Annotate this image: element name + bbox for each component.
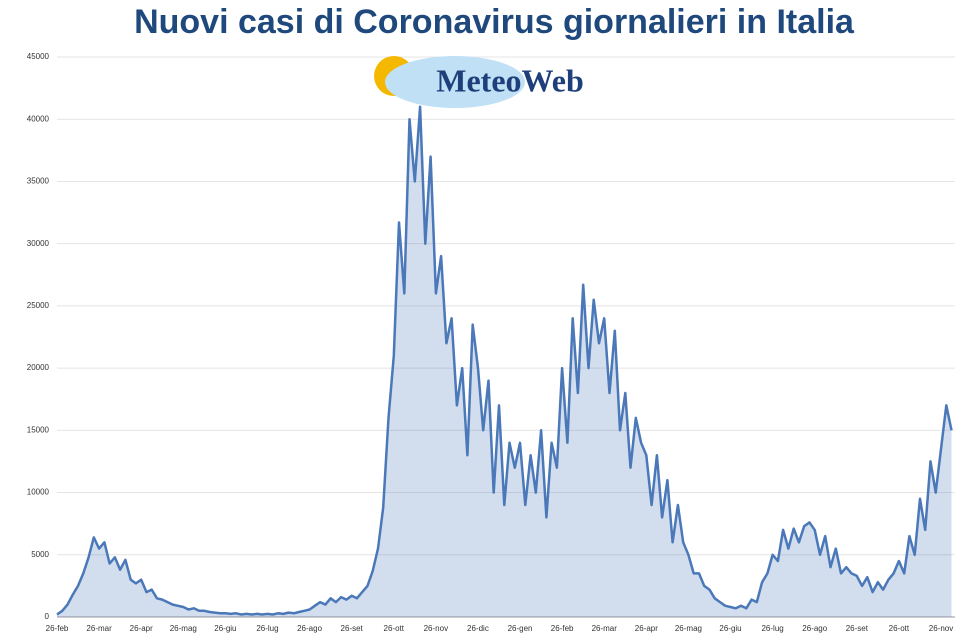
y-tick-label: 5000 <box>31 550 49 559</box>
y-tick-label: 0 <box>45 612 50 621</box>
x-tick-label: 26-lug <box>761 624 783 633</box>
cloud <box>385 56 525 108</box>
plot-area: 0 5000 10000 15000 20000 25000 30000 35000 40000… <box>27 52 955 633</box>
x-tick-label: 26-apr <box>635 624 658 633</box>
y-tick-label: 35000 <box>27 177 50 186</box>
x-tick-label: 26-giu <box>214 624 236 633</box>
x-tick-label: 26-mar <box>592 624 618 633</box>
x-tick-label: 26-set <box>846 624 869 633</box>
y-tick-label: 30000 <box>27 239 50 248</box>
area <box>57 106 952 618</box>
logo-text: MeteoWeb <box>436 62 584 98</box>
x-tick-label: 26-ott <box>384 624 405 633</box>
x-tick-label: 26-set <box>341 624 364 633</box>
x-tick-label: 26-feb <box>551 624 574 633</box>
x-tick-label: 26-dic <box>467 624 489 633</box>
x-tick-label: 26-mag <box>170 624 197 633</box>
y-tick-label: 15000 <box>27 425 50 434</box>
x-tick-label: 26-gen <box>508 624 533 633</box>
y-tick-label: 45000 <box>27 52 50 61</box>
chart-title: Nuovi casi di Coronavirus giornalieri in… <box>134 3 855 41</box>
x-tick-label: 26-ago <box>802 624 827 633</box>
y-tick-label: 20000 <box>27 363 50 372</box>
x-tick-label: 26-nov <box>929 624 953 633</box>
x-tick-label: 26-nov <box>424 624 448 633</box>
y-tick-label: 40000 <box>27 114 50 123</box>
x-tick-label: 26-mar <box>86 624 112 633</box>
x-tick-label: 26-mag <box>675 624 702 633</box>
x-tick-label: 26-giu <box>719 624 741 633</box>
x-tick-label: 26-feb <box>46 624 69 633</box>
x-tick-label: 26-ago <box>297 624 322 633</box>
x-tick-label: 26-ott <box>889 624 910 633</box>
x-tick-label: 26-lug <box>256 624 278 633</box>
x-tick-label: 26-apr <box>130 624 153 633</box>
y-tick-label: 10000 <box>27 488 50 497</box>
line <box>56 105 953 616</box>
logo: MeteoWeb <box>374 56 584 108</box>
y-tick-label: 25000 <box>27 301 50 310</box>
